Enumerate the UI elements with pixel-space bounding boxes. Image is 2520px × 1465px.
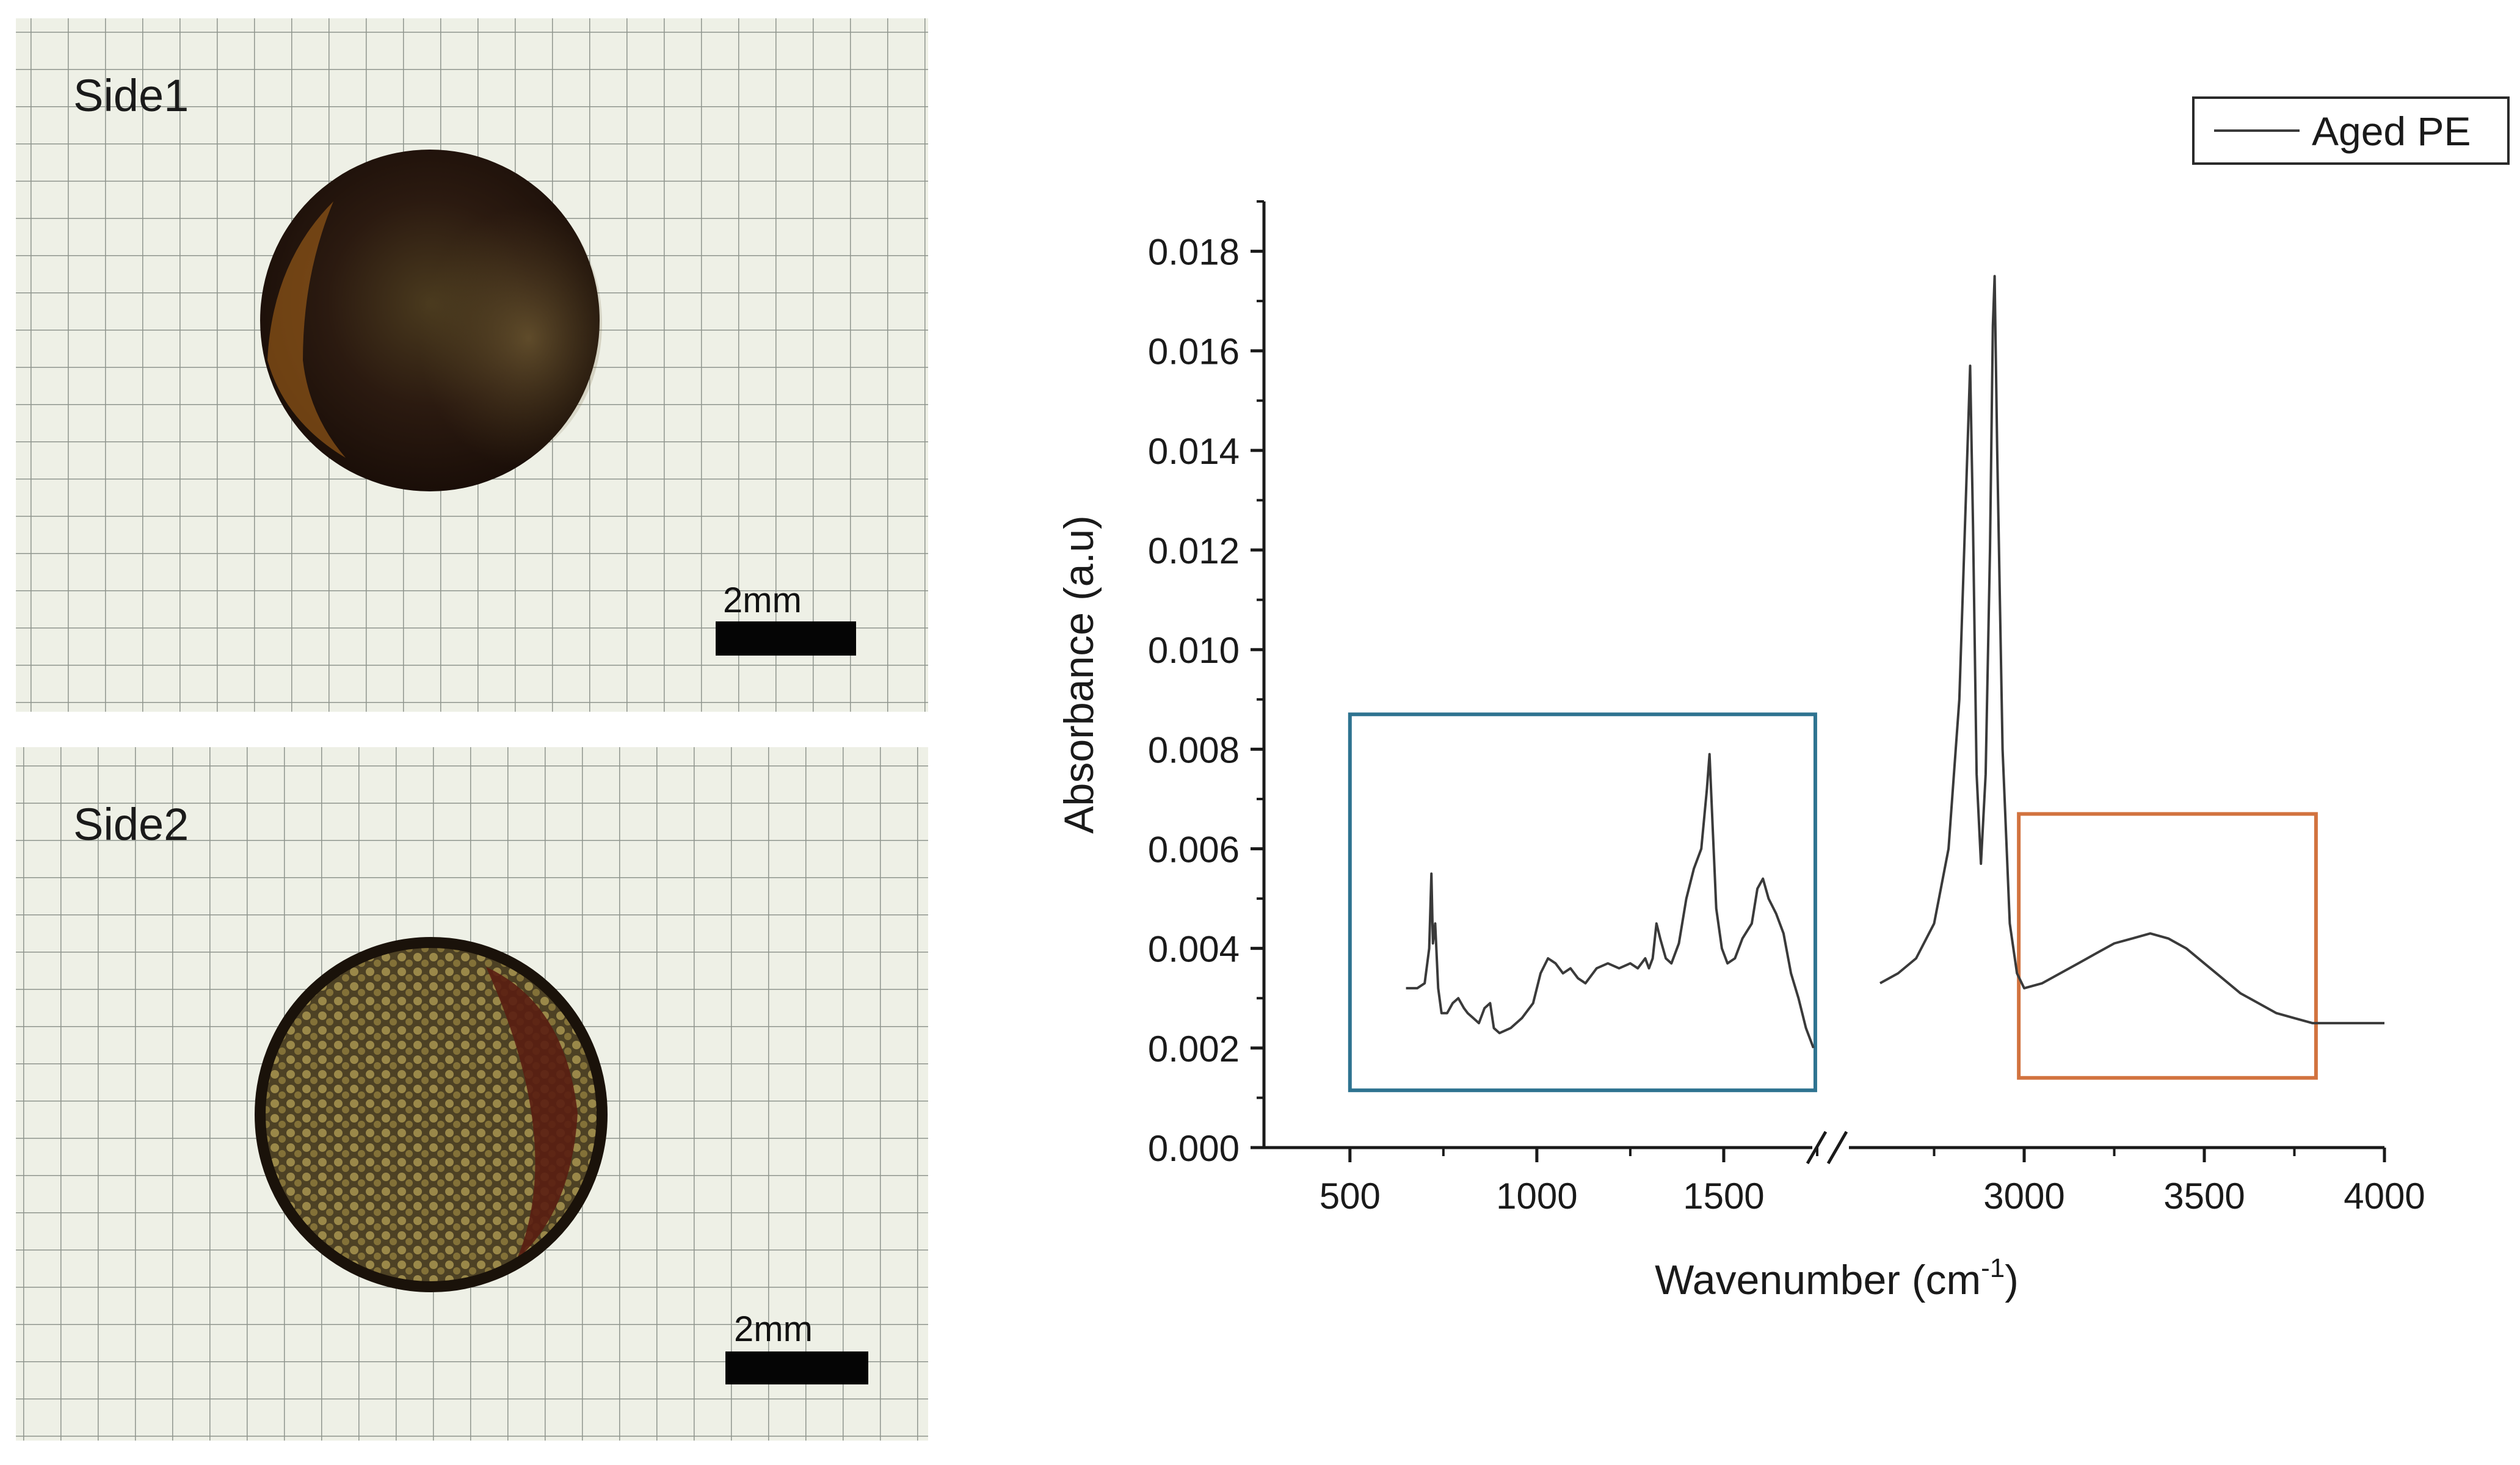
y-tick-label: 0.016 (1148, 331, 1240, 372)
scale-bar-side1 (716, 621, 856, 656)
y-tick-label: 0.006 (1148, 830, 1240, 870)
y-tick-label: 0.008 (1148, 729, 1240, 770)
axis-break-mark (1826, 1130, 1848, 1165)
x-axis: 500 1000 1500 3000 3500 4000 (1264, 1130, 2425, 1217)
grid-paper-side1 (16, 18, 928, 712)
y-tick-label: 0.014 (1148, 431, 1240, 472)
x-tick-label: 3500 (2163, 1176, 2245, 1217)
microplastic-bead-side1 (260, 150, 602, 491)
y-tick-label: 0.012 (1148, 530, 1240, 571)
x-axis-label-main: Wavenumber (cm (1655, 1257, 1981, 1303)
grid-paper-side2 (16, 747, 928, 1441)
y-axis: 0.000 0.002 0.004 0.006 0.008 0.010 0.012 0.014… (1148, 200, 1266, 1169)
highlight-box-oh-region (2017, 812, 2318, 1080)
y-tick-label: 0.010 (1148, 630, 1240, 671)
x-axis-label-close: ) (2005, 1257, 2019, 1303)
x-tick-label: 4000 (2344, 1176, 2425, 1217)
scale-label-side2: 2mm (734, 1309, 813, 1349)
photo-side2: Side2 2mm (16, 747, 928, 1441)
scale-label-side1: 2mm (723, 581, 802, 620)
y-tick-label: 0.002 (1148, 1029, 1240, 1069)
y-tick-label: 0.018 (1148, 232, 1240, 273)
legend: Aged PE (2192, 96, 2510, 165)
ftir-spectrum-chart: 0.000 0.002 0.004 0.006 0.008 0.010 0.012 0.014… (1056, 96, 2510, 1303)
y-axis-label: Absorbance (a.u) (1056, 515, 1102, 834)
x-axis-label-exponent: -1 (1981, 1253, 2005, 1283)
series-line-aged-pe-segment-1 (1406, 753, 1815, 1049)
series-line-aged-pe-segment-2 (1879, 275, 2384, 1025)
side1-label: Side1 (73, 70, 189, 121)
photo-side1: Side1 2mm (16, 18, 928, 712)
x-tick-label: 1500 (1683, 1176, 1764, 1217)
x-axis-label: Wavenumber (cm-1) (1655, 1253, 2019, 1303)
x-tick-label: 1000 (1496, 1176, 1577, 1217)
y-tick-label: 0.000 (1148, 1128, 1240, 1169)
scale-bar-side2 (725, 1351, 868, 1384)
legend-label: Aged PE (2312, 109, 2471, 154)
microplastic-bead-side2 (255, 937, 608, 1292)
y-tick-label: 0.004 (1148, 929, 1240, 970)
axis-break-marks (1806, 1130, 1848, 1165)
x-tick-label: 500 (1320, 1176, 1381, 1217)
x-tick-label: 3000 (1983, 1176, 2064, 1217)
highlight-box-fingerprint (1348, 712, 1817, 1093)
side2-label: Side2 (73, 799, 189, 850)
